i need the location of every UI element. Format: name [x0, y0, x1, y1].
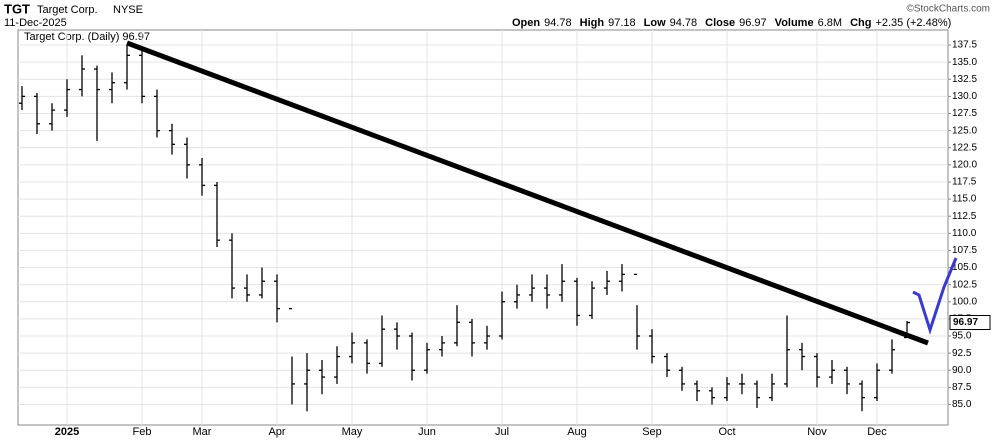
y-tick-label: 122.5 [952, 142, 977, 153]
quote-value: 94.78 [544, 17, 572, 29]
quote-bar: Open 94.78 High 97.18 Low 94.78 Close 96.97 Volu… [512, 17, 951, 29]
ticker: TGT [4, 1, 30, 16]
legend: Target Corp. (Daily) 96.97 [24, 31, 150, 43]
y-tick-label: 100.0 [952, 296, 977, 307]
quote-value: 6.8M [818, 17, 842, 29]
trendline [126, 40, 929, 346]
y-tick-label: 95.0 [952, 331, 972, 342]
x-tick-label: Jun [418, 426, 436, 438]
x-tick-label: 2025 [55, 426, 79, 438]
y-tick-label: 87.5 [952, 382, 972, 393]
y-tick-label: 110.0 [952, 228, 977, 239]
quote-value: 94.78 [670, 17, 698, 29]
quote-value: 97.18 [608, 17, 636, 29]
y-tick-label: 135.0 [952, 57, 977, 68]
x-tick-label: Sep [642, 426, 662, 438]
company: Target Corp. [37, 4, 98, 16]
plot: 85.087.590.092.595.097.5100.0102.5105.01… [18, 30, 991, 438]
y-tick-label: 85.0 [952, 399, 972, 410]
quote-label: Chg [850, 17, 871, 29]
y-tick-label: 120.0 [952, 160, 977, 171]
plot-frame [17, 29, 949, 426]
x-tick-label: Aug [567, 426, 587, 438]
quote-label: Volume [775, 17, 814, 29]
quote-label: Close [705, 17, 735, 29]
x-tick-label: Apr [268, 426, 285, 438]
x-tick-label: Jul [495, 426, 509, 438]
quote-label: Open [512, 17, 540, 29]
y-tick-label: 105.0 [952, 262, 977, 273]
y-tick-label: 90.0 [952, 365, 972, 376]
y-tick-label: 132.5 [952, 74, 977, 85]
x-tick-label: Dec [867, 426, 887, 438]
projection-squiggle [912, 257, 958, 335]
exchange: NYSE [113, 4, 143, 16]
date: 11-Dec-2025 [4, 17, 67, 29]
x-tick-label: May [342, 426, 363, 438]
last-price-label: 96.97 [953, 317, 978, 328]
x-tick-label: Mar [193, 426, 212, 438]
x-tick-label: Nov [807, 426, 827, 438]
last-price-box [949, 315, 991, 331]
y-tick-label: 127.5 [952, 108, 977, 119]
y-tick-label: 115.0 [952, 194, 977, 205]
y-tick-label: 107.5 [952, 245, 977, 256]
y-tick-label: 130.0 [952, 91, 977, 102]
y-tick-label: 137.5 [952, 40, 977, 51]
x-tick-label: Feb [133, 426, 152, 438]
y-tick-label: 92.5 [952, 348, 972, 359]
y-tick-label: 102.5 [952, 279, 977, 290]
quote-label: High [580, 17, 605, 29]
y-tick-label: 112.5 [952, 211, 977, 222]
quote-value: 96.97 [739, 17, 767, 29]
y-tick-label: 125.0 [952, 125, 977, 136]
x-tick-label: Oct [718, 426, 735, 438]
y-tick-label: 117.5 [952, 177, 977, 188]
quote-label: Low [644, 17, 666, 29]
credit: ©StockCharts.com [906, 4, 990, 15]
quote-value: +2.35 (+2.48%) [875, 17, 951, 29]
